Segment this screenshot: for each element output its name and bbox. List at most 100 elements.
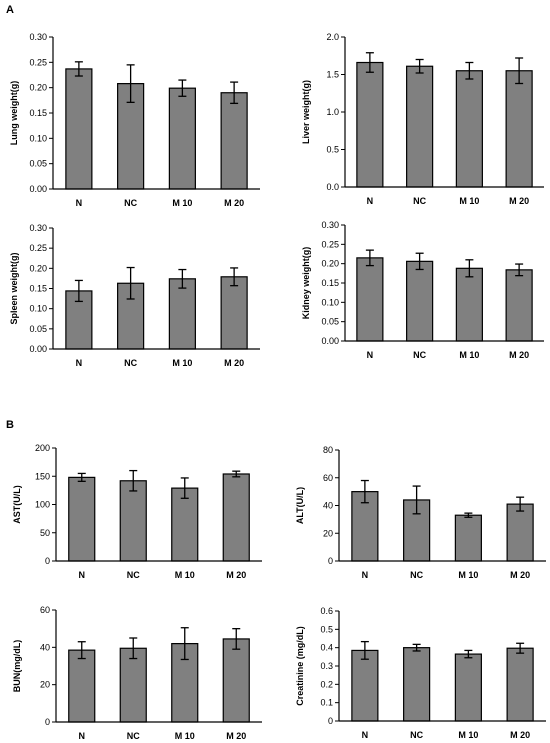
y-tick-label: 1.0 (326, 107, 339, 117)
y-tick-label: 0.05 (29, 159, 47, 169)
y-tick-label: 0.4 (320, 643, 333, 653)
bar (171, 487, 199, 562)
bar (68, 476, 96, 562)
bar (454, 653, 482, 722)
bar (506, 647, 534, 722)
x-tick-label: NC (413, 196, 426, 206)
y-tick-label: 0.2 (320, 679, 333, 689)
liver-weight-chart: N NC M 10 M 20 0.0 0.5 1.0 1.5 2.0 Liver weight(g… (301, 32, 544, 206)
bar (68, 649, 96, 723)
y-tick-label: 0.05 (321, 317, 339, 327)
y-tick-label: 0.20 (29, 83, 47, 93)
y-tick-label: 0.25 (29, 57, 47, 67)
panel-label-b: B (6, 419, 14, 431)
x-tick-label: NC (410, 730, 423, 740)
x-tick-label: M 10 (459, 196, 479, 206)
x-tick-label: M 20 (509, 196, 529, 206)
y-tick-label: 0 (328, 556, 333, 566)
bar (454, 514, 482, 562)
y-tick-label: 0.00 (321, 336, 339, 346)
x-tick-label: M 10 (172, 198, 192, 208)
y-tick-label: 0.20 (29, 263, 47, 273)
x-tick-label: M 10 (459, 350, 479, 360)
x-tick-label: N (367, 350, 374, 360)
bar (119, 647, 147, 723)
y-tick-label: 100 (35, 500, 50, 510)
x-tick-label: NC (124, 358, 137, 368)
y-tick-label: 0.20 (321, 259, 339, 269)
x-tick-label: N (79, 570, 86, 580)
y-tick-label: 0.10 (29, 133, 47, 143)
spleen-weight-chart: N NC M 10 M 20 0.00 0.05 0.10 0.15 0.20 0.25 0.30 S… (9, 223, 260, 368)
y-tick-label: 0.5 (326, 145, 339, 155)
y-tick-label: 200 (35, 443, 50, 453)
y-tick-label: 40 (323, 501, 333, 511)
x-tick-label: M 10 (458, 570, 478, 580)
x-tick-label: M 10 (175, 731, 195, 741)
y-tick-label: 0.05 (29, 324, 47, 334)
y-tick-label: 0.00 (29, 184, 47, 194)
y-tick-label: 0.00 (29, 344, 47, 354)
y-axis-label: BUN(mg/dL) (12, 640, 22, 693)
y-tick-label: 2.0 (326, 32, 339, 42)
y-tick-label: 0.30 (321, 220, 339, 230)
bar (505, 269, 533, 342)
bar (222, 638, 250, 723)
x-tick-label: M 20 (509, 350, 529, 360)
y-tick-label: 0.10 (321, 297, 339, 307)
x-tick-label: NC (127, 731, 140, 741)
x-tick-label: M 20 (510, 570, 530, 580)
y-tick-label: 20 (323, 528, 333, 538)
y-tick-label: 0.1 (320, 698, 333, 708)
y-tick-label: 0.10 (29, 304, 47, 314)
y-tick-label: 0.25 (321, 239, 339, 249)
y-tick-label: 50 (40, 528, 50, 538)
bar (220, 276, 248, 350)
y-tick-label: 40 (40, 642, 50, 652)
y-tick-label: 0.30 (29, 32, 47, 42)
x-tick-label: M 20 (224, 358, 244, 368)
ast-chart: N NC M 10 M 20 0 50 100 150 200 AST(U/L) (12, 443, 262, 580)
bar (65, 68, 93, 190)
y-axis-label: Spleen weight(g) (9, 252, 19, 324)
y-tick-label: 0.15 (29, 108, 47, 118)
x-tick-label: N (362, 730, 369, 740)
bar (220, 92, 248, 190)
bar (168, 87, 196, 190)
y-tick-label: 1.5 (326, 70, 339, 80)
x-tick-label: M 10 (175, 570, 195, 580)
panel-label-a: A (6, 4, 14, 16)
x-tick-label: M 20 (224, 198, 244, 208)
y-axis-label: ALT(U/L) (295, 487, 305, 524)
y-tick-label: 0.15 (29, 284, 47, 294)
x-tick-label: N (76, 358, 83, 368)
y-tick-label: 150 (35, 471, 50, 481)
y-axis-label: Creatinine (mg/dL) (295, 626, 305, 706)
kidney-weight-chart: N NC M 10 M 20 0.00 0.05 0.10 0.15 0.20 0.25 0.30 K… (301, 220, 544, 360)
y-tick-label: 0.5 (320, 624, 333, 634)
y-axis-label: Liver weight(g) (301, 80, 311, 144)
y-tick-label: 0.30 (29, 223, 47, 233)
x-tick-label: M 10 (458, 730, 478, 740)
x-tick-label: NC (127, 570, 140, 580)
x-tick-label: M 20 (226, 570, 246, 580)
y-tick-label: 0.6 (320, 606, 333, 616)
x-tick-label: N (76, 198, 83, 208)
bar (505, 70, 533, 188)
bar (356, 257, 384, 342)
y-tick-label: 20 (40, 680, 50, 690)
y-tick-label: 60 (40, 605, 50, 615)
y-tick-label: 0.3 (320, 661, 333, 671)
y-tick-label: 0 (45, 556, 50, 566)
y-axis-label: Lung weight(g) (9, 81, 19, 145)
y-tick-label: 80 (323, 445, 333, 455)
y-axis-label: Kidney weight(g) (301, 247, 311, 320)
bar (406, 65, 434, 188)
y-tick-label: 0 (328, 716, 333, 726)
x-tick-label: NC (413, 350, 426, 360)
bar (168, 278, 196, 350)
bar (222, 473, 250, 562)
x-tick-label: M 20 (226, 731, 246, 741)
x-tick-label: NC (124, 198, 137, 208)
bar (351, 649, 379, 722)
